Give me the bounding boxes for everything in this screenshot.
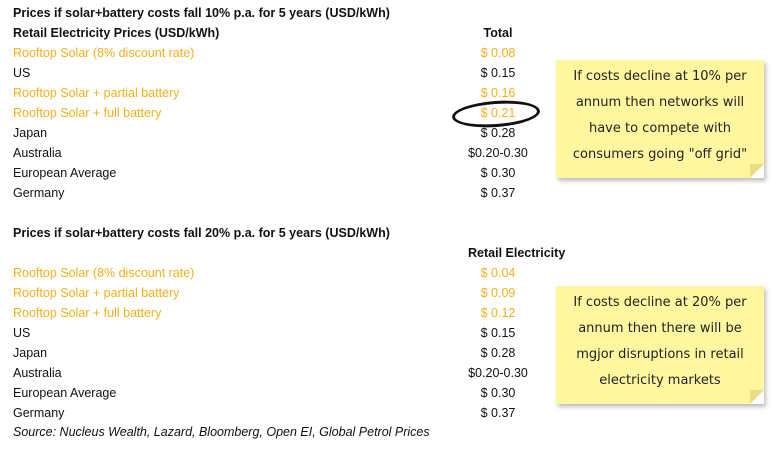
section2-title: Prices if solar+battery costs fall 20% p… bbox=[13, 226, 390, 240]
note-line: If costs decline at 20% per bbox=[573, 295, 747, 310]
table-row: Rooftop Solar (8% discount rate) $ 0.04 bbox=[13, 266, 553, 286]
table-row: Rooftop Solar + full battery $ 0.21 bbox=[13, 106, 553, 126]
section1-title: Prices if solar+battery costs fall 10% p… bbox=[13, 6, 390, 20]
table-row: European Average $ 0.30 bbox=[13, 166, 553, 186]
note-line: electricity markets bbox=[599, 373, 721, 388]
sticky-note-1: If costs decline at 10% per annum then n… bbox=[556, 60, 764, 178]
note-line: annum then there will be bbox=[578, 321, 742, 336]
row-label: Rooftop Solar (8% discount rate) bbox=[13, 46, 195, 60]
row-value: $ 0.21 bbox=[480, 106, 516, 120]
note-line: If costs decline at 10% per bbox=[573, 69, 747, 84]
row-value: $ 0.15 bbox=[480, 326, 516, 340]
row-label: Australia bbox=[13, 366, 62, 380]
row-label: Australia bbox=[13, 146, 62, 160]
table-row: Rooftop Solar (8% discount rate) $ 0.08 bbox=[13, 46, 553, 66]
section1-subtitle: Retail Electricity Prices (USD/kWh) bbox=[13, 26, 220, 40]
note-line: annum then networks will bbox=[575, 95, 745, 110]
row-label: Japan bbox=[13, 346, 48, 360]
sticky-note-2: If costs decline at 20% per annum then t… bbox=[556, 286, 764, 404]
table-row: Japan $ 0.28 bbox=[13, 346, 553, 366]
row-value: $ 0.30 bbox=[480, 386, 516, 400]
table-row: Australia $0.20-0.30 bbox=[13, 146, 553, 166]
note-fold bbox=[750, 164, 764, 178]
source-note: Source: Nucleus Wealth, Lazard, Bloomber… bbox=[13, 425, 430, 439]
row-value: $ 0.09 bbox=[480, 286, 516, 300]
row-label: Rooftop Solar + partial battery bbox=[13, 286, 180, 300]
table-row: Australia $0.20-0.30 bbox=[13, 366, 553, 386]
row-value: $ 0.37 bbox=[480, 406, 516, 420]
note-line: consumers going "off grid" bbox=[572, 147, 748, 162]
section1-column-header: Total bbox=[483, 26, 513, 40]
table-row: Rooftop Solar + partial battery $ 0.16 bbox=[13, 86, 553, 106]
row-value: $ 0.30 bbox=[480, 166, 516, 180]
row-label: Germany bbox=[13, 406, 65, 420]
row-label: Japan bbox=[13, 126, 48, 140]
table-row: European Average $ 0.30 bbox=[13, 386, 553, 406]
table-row: Rooftop Solar + full battery $ 0.12 bbox=[13, 306, 553, 326]
table-row: Japan $ 0.28 bbox=[13, 126, 553, 146]
section2-column-header: Retail Electricity bbox=[468, 246, 566, 260]
table-row: Rooftop Solar + partial battery $ 0.09 bbox=[13, 286, 553, 306]
table-row: US $ 0.15 bbox=[13, 326, 553, 346]
row-label: Rooftop Solar (8% discount rate) bbox=[13, 266, 195, 280]
table-row: Germany $ 0.37 bbox=[13, 186, 553, 206]
row-label: Germany bbox=[13, 186, 65, 200]
row-value: $ 0.15 bbox=[480, 66, 516, 80]
row-value: $ 0.12 bbox=[480, 306, 516, 320]
row-value: $0.20-0.30 bbox=[468, 146, 528, 160]
row-value: $ 0.37 bbox=[480, 186, 516, 200]
note-line: mgjor disruptions in retail bbox=[576, 347, 744, 362]
row-label: US bbox=[13, 326, 31, 340]
table-row: US $ 0.15 bbox=[13, 66, 553, 86]
row-value: $ 0.16 bbox=[480, 86, 516, 100]
row-label: European Average bbox=[13, 386, 117, 400]
row-value: $ 0.28 bbox=[480, 126, 516, 140]
row-value: $ 0.28 bbox=[480, 346, 516, 360]
row-value: $ 0.08 bbox=[480, 46, 516, 60]
row-label: US bbox=[13, 66, 31, 80]
note-fold bbox=[750, 390, 764, 404]
row-value: $0.20-0.30 bbox=[468, 366, 528, 380]
row-value: $ 0.04 bbox=[480, 266, 516, 280]
table-row: Germany $ 0.37 bbox=[13, 406, 553, 426]
row-label: Rooftop Solar + full battery bbox=[13, 306, 162, 320]
note-line: have to compete with bbox=[588, 121, 732, 136]
row-label: Rooftop Solar + full battery bbox=[13, 106, 162, 120]
row-label: Rooftop Solar + partial battery bbox=[13, 86, 180, 100]
row-label: European Average bbox=[13, 166, 117, 180]
